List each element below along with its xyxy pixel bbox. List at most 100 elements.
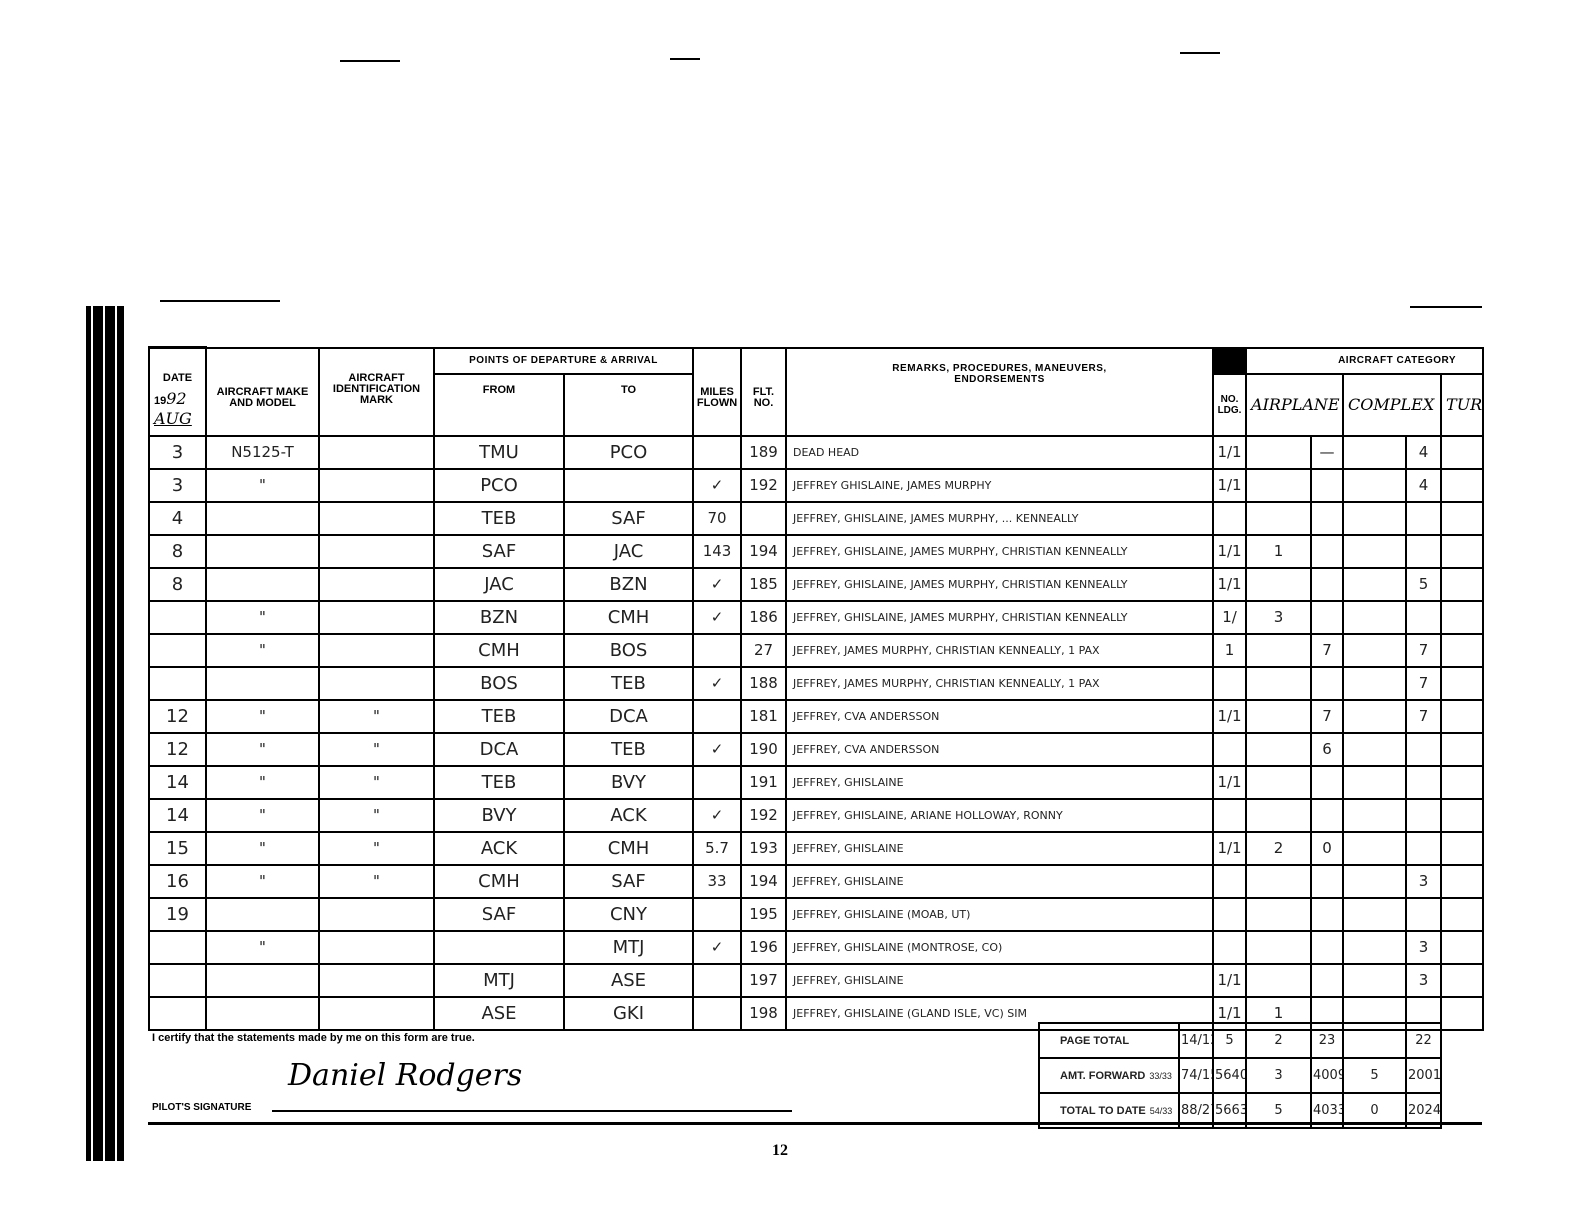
- cell-flt: 192: [740, 797, 788, 833]
- cell-a1: [1245, 434, 1313, 470]
- total-ldg: 88/27: [1178, 1092, 1214, 1129]
- cell-c2: [1405, 599, 1443, 635]
- cell-c1: [1342, 764, 1408, 800]
- year-value: 92: [166, 389, 187, 408]
- signature-line: [272, 1110, 792, 1112]
- cell-t: [1440, 929, 1485, 965]
- cell-make: ": [205, 830, 320, 866]
- cell-date: 15: [148, 830, 207, 866]
- log-entry-row: " MTJ ✓ 196 JEFFREY, GHISLAINE (MONTROSE, CO…: [148, 929, 1485, 965]
- cell-c1: [1342, 599, 1408, 635]
- cell-c2: [1405, 830, 1443, 866]
- cell-flt: 198: [740, 995, 788, 1031]
- cell-ldg: 1/1: [1212, 962, 1248, 998]
- cell-flt: 27: [740, 632, 788, 668]
- cell-c2: 3: [1405, 929, 1443, 965]
- cell-ldg: [1212, 731, 1248, 767]
- cell-a2: 6: [1310, 731, 1345, 767]
- cell-remarks: JEFFREY, GHISLAINE: [785, 863, 1215, 899]
- total-a1: 5: [1212, 1022, 1247, 1059]
- cell-make: ": [205, 467, 320, 503]
- cell-to: BVY: [562, 764, 695, 800]
- cell-to: SAF: [562, 863, 695, 899]
- cell-c2: 3: [1405, 863, 1443, 899]
- page-number: 12: [772, 1142, 788, 1159]
- cell-make: ": [205, 764, 320, 800]
- cell-to: PCO: [562, 434, 695, 470]
- cell-ident: ": [318, 698, 435, 734]
- cell-ldg: 1/1: [1212, 764, 1248, 800]
- total-c2: [1342, 1022, 1407, 1059]
- cell-remarks: JEFFREY, JAMES MURPHY, CHRISTIAN KENNEAL…: [785, 632, 1215, 668]
- cell-make: ": [205, 698, 320, 734]
- ldg-header-block: [1212, 346, 1248, 375]
- cell-a1: [1245, 764, 1313, 800]
- cell-make: ": [205, 731, 320, 767]
- cell-c2: 7: [1405, 665, 1443, 701]
- totals-label-text: TOTAL TO DATE: [1060, 1104, 1146, 1117]
- log-entry-row: ASE GKI 198 JEFFREY, GHISLAINE (GLAND ISLE,…: [148, 995, 1485, 1031]
- cell-c2: 7: [1405, 698, 1443, 734]
- total-t: 2024: [1405, 1092, 1442, 1129]
- cell-a2: [1310, 500, 1345, 536]
- cell-t: [1440, 632, 1485, 668]
- cell-c1: [1342, 467, 1408, 503]
- cell-ldg: [1212, 929, 1248, 965]
- cell-a2: [1310, 764, 1345, 800]
- cell-remarks: JEFFREY, GHISLAINE (MONTROSE, CO): [785, 929, 1215, 965]
- cell-make: ": [205, 863, 320, 899]
- cell-from: BVY: [433, 797, 565, 833]
- cell-flt: 194: [740, 863, 788, 899]
- points-header: POINTS OF DEPARTURE & ARRIVAL: [432, 346, 695, 375]
- cell-a2: [1310, 533, 1345, 569]
- cell-make: [205, 566, 320, 602]
- cell-remarks: JEFFREY, GHISLAINE, JAMES MURPHY, CHRIST…: [785, 533, 1215, 569]
- total-c1: 4009: [1310, 1057, 1344, 1094]
- log-entry-row: 14 " " BVY ACK ✓ 192 JEFFREY, GHISLAINE, ARIANE…: [148, 797, 1485, 833]
- cell-t: [1440, 797, 1485, 833]
- cell-ldg: [1212, 797, 1248, 833]
- cell-miles: [692, 995, 743, 1031]
- cell-from: SAF: [433, 896, 565, 932]
- cell-miles: 5.7: [692, 830, 743, 866]
- cell-flt: 197: [740, 962, 788, 998]
- cell-to: [562, 467, 695, 503]
- cell-from: ASE: [433, 995, 565, 1031]
- cell-a2: 7: [1310, 632, 1345, 668]
- cell-from: TEB: [433, 764, 565, 800]
- total-a1: 5663: [1212, 1092, 1247, 1129]
- cell-date: 12: [148, 731, 207, 767]
- year-prefix: 19: [154, 395, 167, 407]
- cell-ldg: 1/1: [1212, 434, 1248, 470]
- cell-remarks: JEFFREY, GHISLAINE: [785, 764, 1215, 800]
- cell-ident: ": [318, 863, 435, 899]
- cell-ident: [318, 995, 435, 1031]
- cell-miles: ✓: [692, 566, 743, 602]
- logbook-table: DATE 1992 AUG AIRCRAFT MAKE AND MODEL AIRC…: [148, 346, 1485, 1031]
- cell-from: TEB: [433, 698, 565, 734]
- cell-t: [1440, 698, 1485, 734]
- cell-a2: [1310, 896, 1345, 932]
- date-header-label: DATE: [162, 372, 193, 384]
- cell-c1: [1342, 566, 1408, 602]
- cell-to: BZN: [562, 566, 695, 602]
- cell-a2: 7: [1310, 698, 1345, 734]
- cell-c1: [1342, 896, 1408, 932]
- total-c1: 23: [1310, 1022, 1344, 1059]
- cell-c1: [1342, 731, 1408, 767]
- log-entry-row: 15 " " ACK CMH 5.7 193 JEFFREY, GHISLAINE 1/1 2 0: [148, 830, 1485, 866]
- scan-mark: [670, 58, 700, 60]
- totals-prefix: 33/33: [1149, 1070, 1172, 1081]
- cell-flt: 189: [740, 434, 788, 470]
- cell-ident: [318, 566, 435, 602]
- cell-remarks: JEFFREY, GHISLAINE: [785, 830, 1215, 866]
- log-entry-row: " CMH BOS 27 JEFFREY, JAMES MURPHY, CHRISTIA…: [148, 632, 1485, 668]
- total-t: 2001: [1405, 1057, 1442, 1094]
- cell-from: JAC: [433, 566, 565, 602]
- cell-ident: [318, 665, 435, 701]
- cell-a1: [1245, 962, 1313, 998]
- cell-miles: 143: [692, 533, 743, 569]
- cell-miles: ✓: [692, 797, 743, 833]
- cell-a2: [1310, 962, 1345, 998]
